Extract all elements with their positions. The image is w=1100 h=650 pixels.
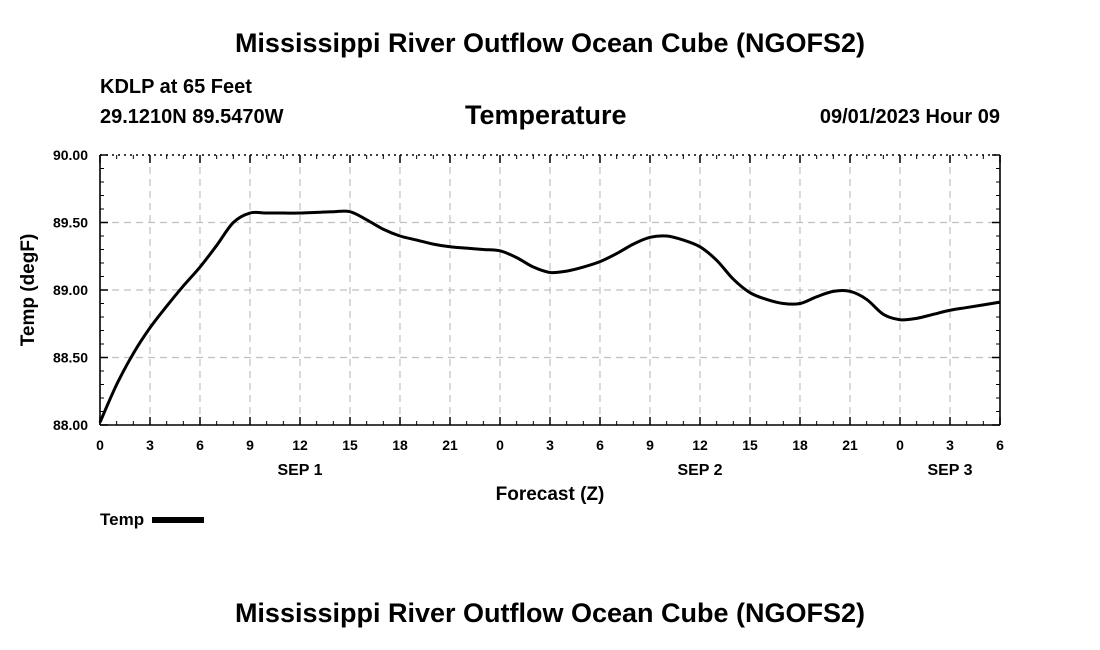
x-tick-label: 21 bbox=[842, 437, 858, 453]
x-tick-label: 21 bbox=[442, 437, 458, 453]
forecast-datestamp: 09/01/2023 Hour 09 bbox=[819, 106, 1000, 128]
day-label: SEP 1 bbox=[277, 462, 322, 479]
x-tick-label: 0 bbox=[896, 437, 904, 453]
x-tick-label: 0 bbox=[96, 437, 104, 453]
series-layer bbox=[98, 209, 1001, 423]
axes bbox=[99, 154, 1001, 426]
y-tick-label: 88.00 bbox=[53, 417, 88, 433]
y-tick-label: 88.50 bbox=[53, 350, 88, 366]
chart-title: Mississippi River Outflow Ocean Cube (NG… bbox=[234, 28, 866, 58]
x-tick-label: 18 bbox=[792, 437, 808, 453]
legend-line-swatch bbox=[152, 517, 205, 523]
x-tick-label: 6 bbox=[596, 437, 604, 453]
x-tick-label: 15 bbox=[742, 437, 758, 453]
tick-labels: 0 3 6 9 12 15 18 21 0 3 6 9 12 15 18 21 0 3 6 88.00 88.50 89.… bbox=[53, 147, 1004, 479]
x-tick-label: 9 bbox=[646, 437, 654, 453]
chart-subtitle: Temperature bbox=[465, 100, 627, 130]
day-label: SEP 3 bbox=[927, 462, 972, 479]
y-tick-label: 90.00 bbox=[53, 147, 88, 163]
grid bbox=[100, 155, 1000, 425]
temp-series-line bbox=[98, 209, 1001, 423]
x-axis-label: Forecast (Z) bbox=[496, 484, 605, 505]
day-label: SEP 2 bbox=[677, 462, 722, 479]
x-tick-label: 3 bbox=[146, 437, 154, 453]
y-axis-label: Temp (degF) bbox=[18, 234, 39, 347]
x-tick-label: 3 bbox=[946, 437, 954, 453]
x-tick-label: 6 bbox=[196, 437, 204, 453]
station-coordinates: 29.1210N 89.5470W bbox=[100, 106, 284, 128]
legend: Temp bbox=[100, 510, 205, 530]
x-tick-label: 12 bbox=[692, 437, 708, 453]
x-tick-label: 12 bbox=[292, 437, 308, 453]
x-tick-label: 18 bbox=[392, 437, 408, 453]
x-tick-label: 3 bbox=[546, 437, 554, 453]
footer-title: Mississippi River Outflow Ocean Cube (NG… bbox=[234, 598, 866, 628]
x-tick-label: 15 bbox=[342, 437, 358, 453]
y-tick-label: 89.50 bbox=[53, 215, 88, 231]
x-tick-label: 6 bbox=[996, 437, 1004, 453]
x-tick-label: 0 bbox=[496, 437, 504, 453]
station-label: KDLP at 65 Feet bbox=[100, 76, 252, 98]
legend-label: Temp bbox=[100, 510, 145, 529]
y-tick-label: 89.00 bbox=[53, 282, 88, 298]
x-tick-label: 9 bbox=[246, 437, 254, 453]
